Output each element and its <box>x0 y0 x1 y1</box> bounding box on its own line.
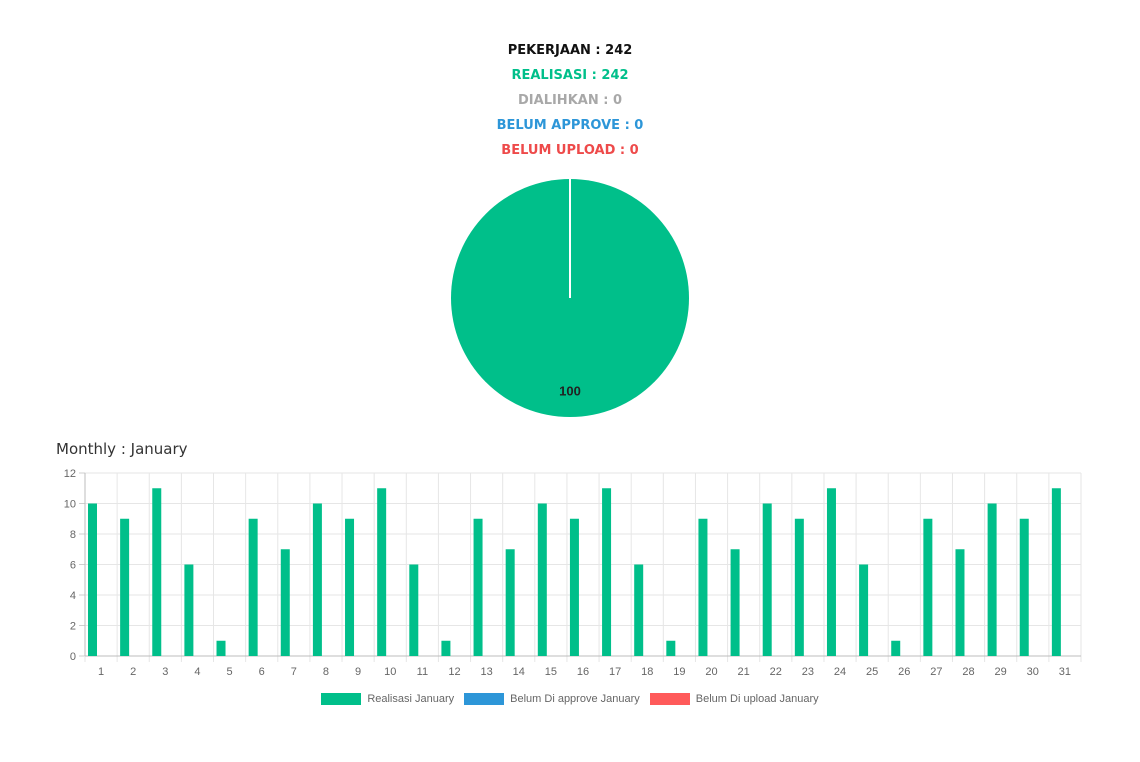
bar[interactable] <box>666 640 676 656</box>
y-tick-label: 12 <box>64 468 76 480</box>
x-tick-label: 1 <box>98 666 104 678</box>
bar[interactable] <box>216 640 226 656</box>
x-tick-label: 7 <box>291 666 297 678</box>
x-tick-label: 26 <box>898 666 910 678</box>
chart-legend: Realisasi January Belum Di approve Januar… <box>0 693 1140 705</box>
bar[interactable] <box>505 549 515 656</box>
monthly-title: Monthly : January <box>56 440 188 458</box>
bar[interactable] <box>312 503 322 657</box>
dialihkan-total: DIALIHKAN : 0 <box>518 93 622 108</box>
x-tick-label: 20 <box>705 666 717 678</box>
y-tick-label: 6 <box>70 560 76 572</box>
x-tick-label: 4 <box>194 666 200 678</box>
x-tick-label: 17 <box>609 666 621 678</box>
bar[interactable] <box>634 564 644 657</box>
summary-panel: PEKERJAAN : 242 REALISASI : 242 DIALIHKA… <box>0 41 1140 166</box>
x-tick-label: 3 <box>162 666 168 678</box>
bar[interactable] <box>537 503 547 657</box>
pie-slice-label: 100 <box>559 384 581 399</box>
x-tick-label: 6 <box>259 666 265 678</box>
bar[interactable] <box>377 488 387 656</box>
bar[interactable] <box>955 549 965 656</box>
y-tick-label: 10 <box>64 499 76 511</box>
bar[interactable] <box>730 549 740 656</box>
legend-label: Belum Di upload January <box>695 693 819 705</box>
legend-item[interactable]: Belum Di upload January <box>649 693 819 705</box>
bar[interactable] <box>698 518 708 656</box>
bar[interactable] <box>120 518 130 656</box>
pie-chart: 100 <box>451 179 689 417</box>
x-tick-label: 10 <box>384 666 396 678</box>
bar[interactable] <box>569 518 579 656</box>
legend-label: Belum Di approve January <box>510 693 640 705</box>
x-tick-label: 27 <box>930 666 942 678</box>
x-tick-label: 14 <box>513 666 525 678</box>
x-tick-label: 12 <box>448 666 460 678</box>
x-tick-label: 30 <box>1027 666 1039 678</box>
bar[interactable] <box>762 503 772 657</box>
legend-label: Realisasi January <box>367 693 455 705</box>
bar[interactable] <box>184 564 194 657</box>
legend-swatch <box>321 693 362 705</box>
x-tick-label: 28 <box>962 666 974 678</box>
x-tick-label: 9 <box>355 666 361 678</box>
x-tick-label: 13 <box>480 666 492 678</box>
bar[interactable] <box>473 518 483 656</box>
bar[interactable] <box>441 640 451 656</box>
bar[interactable] <box>88 503 97 657</box>
x-tick-label: 8 <box>323 666 329 678</box>
x-tick-label: 5 <box>227 666 233 678</box>
x-tick-label: 16 <box>577 666 589 678</box>
bar[interactable] <box>602 488 612 656</box>
bar[interactable] <box>826 488 836 656</box>
bar[interactable] <box>1019 518 1029 656</box>
x-tick-label: 15 <box>545 666 557 678</box>
bar[interactable] <box>345 518 355 656</box>
y-tick-label: 4 <box>70 590 76 602</box>
x-tick-label: 24 <box>834 666 846 678</box>
pekerjaan-total: PEKERJAAN : 242 <box>507 43 633 58</box>
x-tick-label: 18 <box>641 666 653 678</box>
legend-item[interactable]: Realisasi January <box>321 693 454 705</box>
legend-swatch <box>649 693 690 705</box>
bar[interactable] <box>891 640 901 656</box>
bar[interactable] <box>152 488 162 656</box>
bar[interactable] <box>280 549 290 656</box>
legend-item[interactable]: Belum Di approve January <box>464 693 640 705</box>
bar[interactable] <box>1051 488 1061 656</box>
y-tick-label: 2 <box>70 621 76 633</box>
x-tick-label: 19 <box>673 666 685 678</box>
x-tick-label: 2 <box>130 666 136 678</box>
x-tick-label: 31 <box>1059 666 1071 678</box>
bar[interactable] <box>923 518 933 656</box>
x-tick-label: 22 <box>770 666 782 678</box>
bar[interactable] <box>409 564 419 657</box>
bar[interactable] <box>859 564 869 657</box>
x-tick-label: 11 <box>417 666 428 678</box>
legend-swatch <box>464 693 505 705</box>
y-tick-label: 0 <box>70 651 76 663</box>
belum-upload-total: BELUM UPLOAD : 0 <box>501 143 639 158</box>
x-tick-label: 29 <box>995 666 1007 678</box>
bar[interactable] <box>987 503 997 657</box>
belum-approve-total: BELUM APPROVE : 0 <box>496 118 644 133</box>
y-tick-label: 8 <box>70 529 76 541</box>
realisasi-total: REALISASI : 242 <box>511 68 629 83</box>
x-tick-label: 23 <box>802 666 814 678</box>
x-tick-label: 21 <box>738 666 750 678</box>
bar[interactable] <box>248 518 258 656</box>
x-tick-label: 25 <box>866 666 878 678</box>
bar[interactable] <box>794 518 804 656</box>
